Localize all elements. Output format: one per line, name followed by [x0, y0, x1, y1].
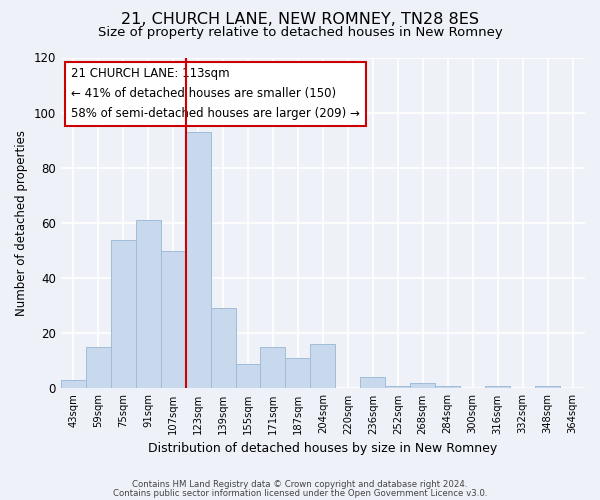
- Bar: [286, 358, 310, 388]
- Bar: [236, 364, 260, 388]
- Bar: [86, 347, 111, 389]
- Bar: [260, 347, 286, 389]
- Text: 21 CHURCH LANE: 113sqm
← 41% of detached houses are smaller (150)
58% of semi-de: 21 CHURCH LANE: 113sqm ← 41% of detached…: [71, 68, 360, 120]
- Bar: [185, 132, 211, 388]
- Bar: [535, 386, 560, 388]
- Bar: [61, 380, 86, 388]
- Text: Contains HM Land Registry data © Crown copyright and database right 2024.: Contains HM Land Registry data © Crown c…: [132, 480, 468, 489]
- Text: 21, CHURCH LANE, NEW ROMNEY, TN28 8ES: 21, CHURCH LANE, NEW ROMNEY, TN28 8ES: [121, 12, 479, 28]
- X-axis label: Distribution of detached houses by size in New Romney: Distribution of detached houses by size …: [148, 442, 497, 455]
- Bar: [435, 386, 460, 388]
- Bar: [111, 240, 136, 388]
- Bar: [211, 308, 236, 388]
- Bar: [136, 220, 161, 388]
- Y-axis label: Number of detached properties: Number of detached properties: [15, 130, 28, 316]
- Text: Size of property relative to detached houses in New Romney: Size of property relative to detached ho…: [98, 26, 502, 39]
- Bar: [410, 383, 435, 388]
- Bar: [310, 344, 335, 389]
- Bar: [385, 386, 410, 388]
- Bar: [161, 250, 185, 388]
- Bar: [361, 378, 385, 388]
- Bar: [485, 386, 510, 388]
- Text: Contains public sector information licensed under the Open Government Licence v3: Contains public sector information licen…: [113, 488, 487, 498]
